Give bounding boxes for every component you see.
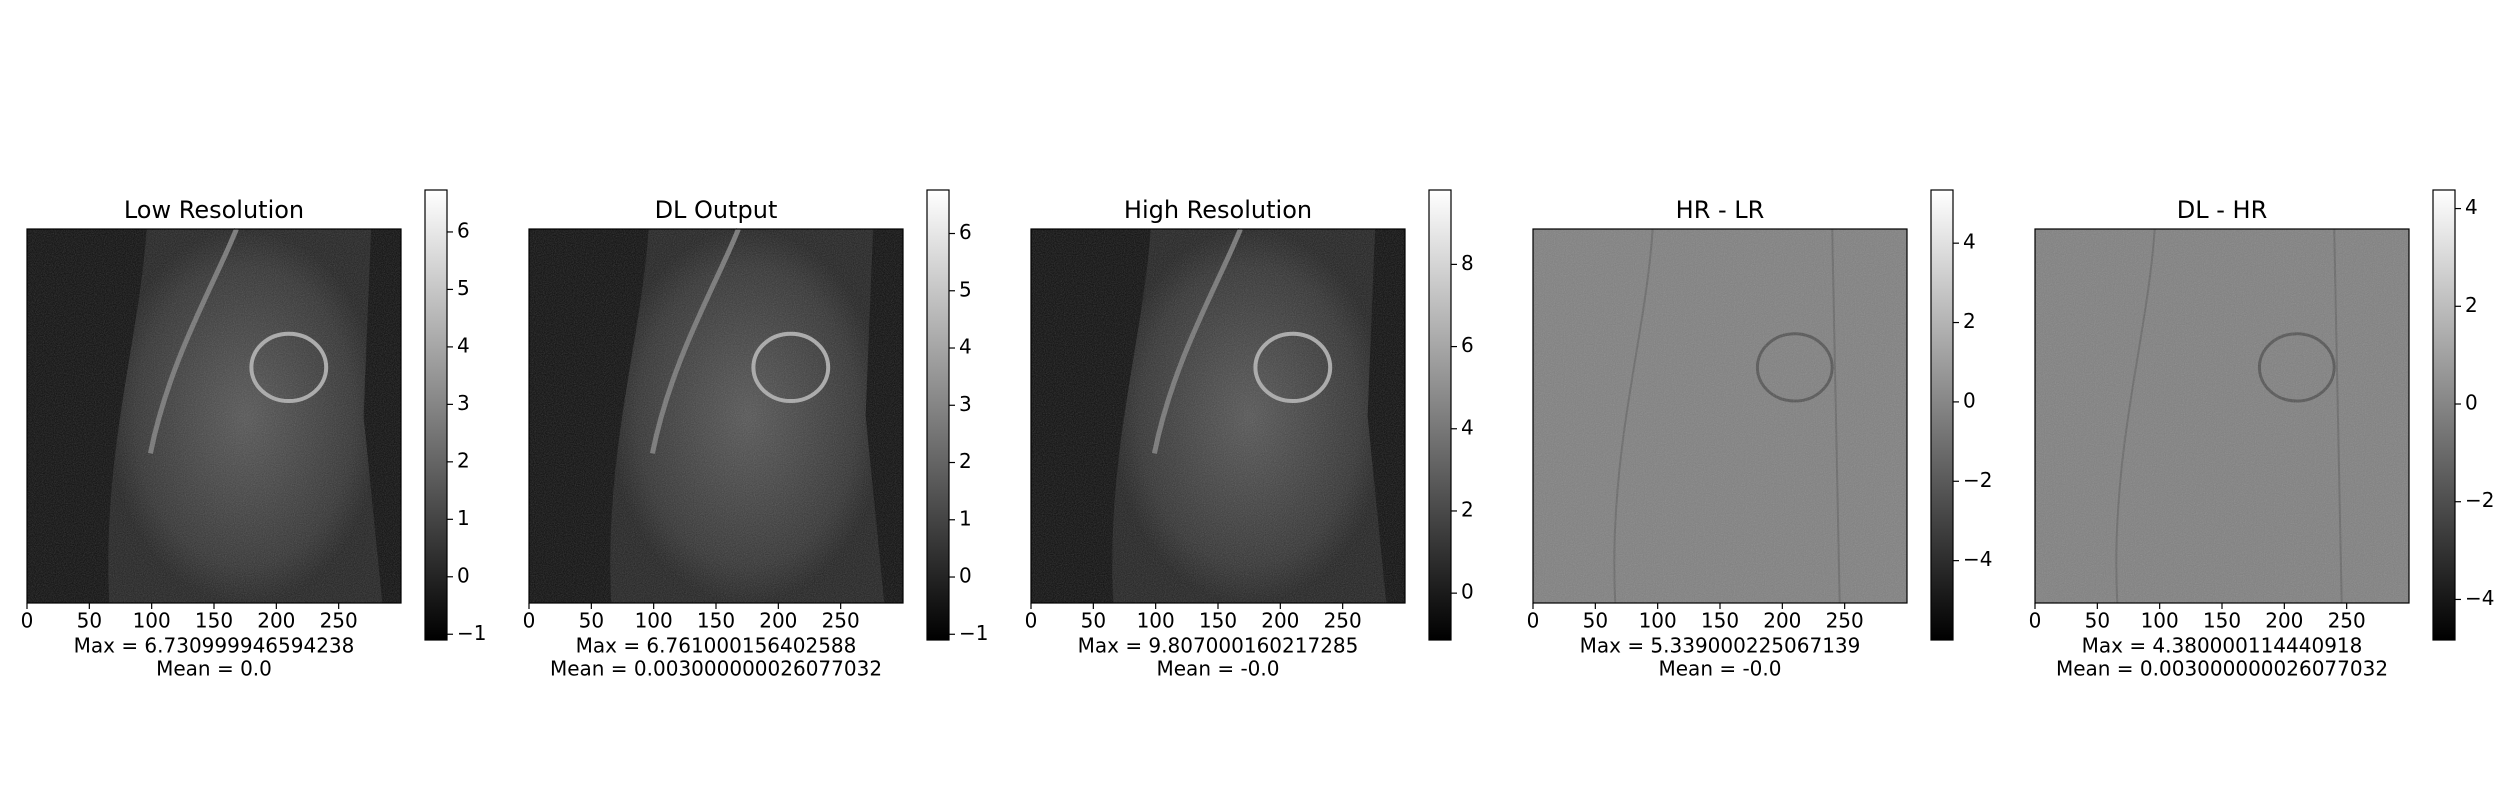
image [2034,228,2410,604]
colorbar-tick-label: 5 [959,277,972,301]
colorbar-tick-label: −2 [2465,488,2494,512]
x-tick-label: 100 [1639,609,1677,633]
colorbar-tick-label: 6 [457,218,470,242]
colorbar-tick-label: 0 [2465,391,2478,415]
colorbar-tick-label: −1 [457,621,486,645]
x-tick-label: 250 [1324,609,1362,633]
x-tick-label: 50 [579,609,604,633]
x-tick-label: 0 [2029,609,2042,633]
image [528,228,904,604]
colorbar-tick-label: 4 [1461,415,1474,439]
colorbar-tick-label: 1 [457,506,470,530]
x-label: Mean = 0.003000000026077032 [2056,657,2388,681]
image-noise [1533,229,1907,603]
image [26,228,402,604]
x-tick-label: 200 [257,609,295,633]
colorbar-tick-label: 2 [959,449,972,473]
x-label: Max = 6.761000156402588 [576,634,857,658]
colorbar-tick-label: 1 [959,506,972,530]
colorbar-tick-label: −4 [1963,547,1992,571]
x-tick-label: 200 [1261,609,1299,633]
x-tick-label: 250 [320,609,358,633]
x-label: Mean = -0.0 [1157,657,1280,681]
x-tick-label: 250 [822,609,860,633]
x-tick-label: 150 [195,609,233,633]
title: HR - LR [1676,196,1765,224]
colorbar-tick-label: 4 [457,333,470,357]
colorbar [1428,189,1452,641]
x-tick-label: 150 [2203,609,2241,633]
colorbar-tick-label: −2 [1963,468,1992,492]
colorbar-tick-label: 6 [1461,333,1474,357]
colorbar-tick-label: 6 [959,220,972,244]
image-noise [2035,229,2409,603]
image [1532,228,1908,604]
image-noise [27,229,401,603]
x-label: Mean = 0.003000000026077032 [550,657,882,681]
colorbar-tick-label: 0 [457,563,470,587]
colorbar [926,189,950,641]
colorbar-tick-label: 8 [1461,251,1474,275]
colorbar [424,189,448,641]
image-noise [1031,229,1405,603]
title: DL - HR [2177,196,2268,224]
x-label: Max = 9.807000160217285 [1078,634,1359,658]
x-tick-label: 200 [1763,609,1801,633]
colorbar-tick-label: −4 [2465,586,2494,610]
colorbar-tick-label: 4 [2465,195,2478,219]
x-tick-label: 250 [2328,609,2366,633]
x-tick-label: 50 [1081,609,1106,633]
x-tick-label: 100 [133,609,171,633]
colorbar [2432,189,2456,641]
colorbar-tick-label: 4 [1963,230,1976,254]
colorbar-tick-label: 3 [959,392,972,416]
x-tick-label: 200 [759,609,797,633]
x-tick-label: 50 [77,609,102,633]
image-noise [529,229,903,603]
x-tick-label: 150 [1199,609,1237,633]
x-tick-label: 250 [1826,609,1864,633]
x-tick-label: 0 [21,609,34,633]
x-tick-label: 50 [2085,609,2110,633]
image [1030,228,1406,604]
x-tick-label: 150 [697,609,735,633]
colorbar-tick-label: −1 [959,621,988,645]
title: Low Resolution [124,196,304,224]
colorbar-tick-label: 0 [1461,580,1474,604]
x-tick-label: 150 [1701,609,1739,633]
title: High Resolution [1124,196,1312,224]
colorbar-tick-label: 0 [1963,388,1976,412]
x-tick-label: 100 [2141,609,2179,633]
colorbar-tick-label: 2 [2465,293,2478,317]
colorbar-tick-label: 2 [1963,309,1976,333]
colorbar-tick-label: 2 [457,448,470,472]
colorbar [1930,189,1954,641]
x-label: Max = 5.339000225067139 [1580,634,1861,658]
colorbar-tick-label: 2 [1461,497,1474,521]
x-label: Max = 6.730999946594238 [74,634,355,658]
title: DL Output [655,196,778,224]
colorbar-tick-label: 0 [959,564,972,588]
x-label: Mean = -0.0 [1659,657,1782,681]
x-tick-label: 100 [635,609,673,633]
x-tick-label: 50 [1583,609,1608,633]
x-tick-label: 0 [1025,609,1038,633]
x-tick-label: 100 [1137,609,1175,633]
x-tick-label: 0 [1527,609,1540,633]
x-tick-label: 200 [2265,609,2303,633]
colorbar-tick-label: 3 [457,391,470,415]
x-tick-label: 0 [523,609,536,633]
colorbar-tick-label: 4 [959,335,972,359]
x-label: Max = 4.380000114440918 [2082,634,2363,658]
x-label: Mean = 0.0 [156,657,272,681]
colorbar-tick-label: 5 [457,276,470,300]
